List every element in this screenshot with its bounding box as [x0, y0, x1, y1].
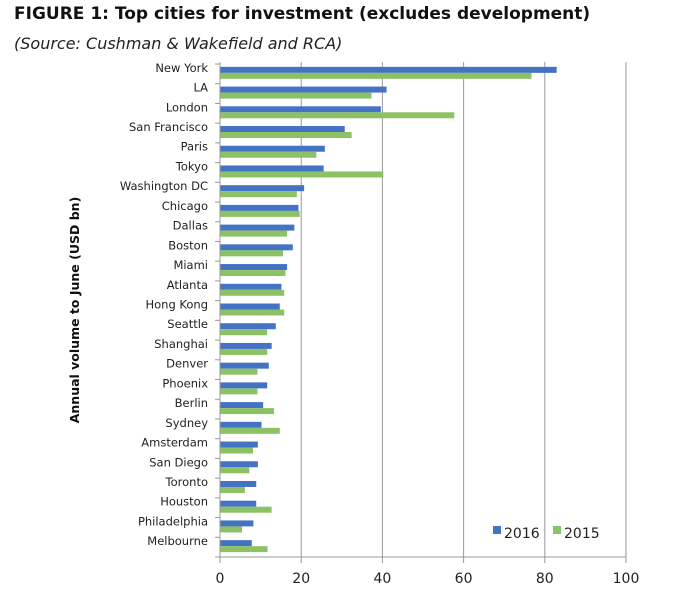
category-label: Miami	[173, 258, 208, 272]
bar-2015-san-francisco	[220, 132, 352, 139]
bar-2015-la	[220, 92, 372, 99]
bar-2015-chicago	[220, 210, 300, 217]
bar-2016-amsterdam	[220, 441, 258, 448]
chart-title: FIGURE 1: Top cities for investment (exc…	[14, 4, 591, 24]
bar-2016-boston	[220, 244, 293, 251]
legend-swatch-2016	[493, 526, 501, 534]
bar-2016-philadelphia	[220, 520, 254, 527]
category-label: London	[166, 100, 208, 114]
category-label: Dallas	[173, 219, 208, 233]
bar-2016-paris	[220, 145, 325, 152]
bar-2015-hong-kong	[220, 309, 285, 316]
bar-2015-washington-dc	[220, 191, 297, 198]
x-tick-label: 60	[455, 571, 473, 587]
bar-2015-boston	[220, 250, 284, 257]
bar-2016-atlanta	[220, 283, 282, 290]
bar-2015-philadelphia	[220, 526, 243, 533]
category-label: Boston	[168, 238, 208, 252]
bar-2015-houston	[220, 506, 272, 513]
bar-2016-toronto	[220, 480, 257, 487]
category-label: Shanghai	[154, 337, 208, 351]
category-label: Tokyo	[175, 159, 208, 173]
bar-2015-phoenix	[220, 388, 258, 395]
bar-2016-seattle	[220, 323, 276, 330]
bar-2016-miami	[220, 264, 288, 271]
legend-label: 2016	[504, 526, 540, 542]
bar-2015-atlanta	[220, 289, 285, 296]
x-tick-label: 100	[613, 571, 640, 587]
bar-2016-new-york	[220, 66, 557, 73]
bar-2016-hong-kong	[220, 303, 280, 310]
bar-2015-london	[220, 112, 455, 119]
bar-2016-london	[220, 106, 381, 113]
bar-2015-melbourne	[220, 546, 268, 553]
legend-swatch-2015	[553, 526, 561, 534]
bar-2016-denver	[220, 362, 269, 369]
bar-2016-chicago	[220, 204, 299, 211]
bar-2016-shanghai	[220, 342, 272, 349]
bar-2015-san-diego	[220, 467, 250, 474]
category-label: Chicago	[162, 199, 208, 213]
category-label: Denver	[166, 357, 208, 371]
bar-2015-shanghai	[220, 348, 268, 355]
legend-label: 2015	[564, 526, 600, 542]
bar-2016-tokyo	[220, 165, 324, 172]
bar-2016-dallas	[220, 224, 295, 231]
bar-2015-paris	[220, 151, 317, 158]
bar-2015-toronto	[220, 486, 245, 493]
chart-subtitle: (Source: Cushman & Wakefield and RCA)	[14, 34, 343, 53]
category-label: Amsterdam	[141, 436, 208, 450]
category-label: Philadelphia	[138, 514, 208, 528]
category-label: LA	[193, 81, 208, 95]
bar-2015-denver	[220, 368, 258, 375]
bar-2015-new-york	[220, 72, 532, 79]
category-label: Washington DC	[120, 179, 208, 193]
category-label: New York	[155, 61, 208, 75]
bar-2015-miami	[220, 270, 286, 277]
bar-2016-san-diego	[220, 461, 258, 468]
category-label: Hong Kong	[145, 298, 208, 312]
category-label: San Diego	[149, 455, 208, 469]
category-label: San Francisco	[129, 120, 208, 134]
bar-2015-dallas	[220, 230, 288, 237]
bar-2015-sydney	[220, 427, 280, 434]
x-tick-label: 80	[536, 571, 554, 587]
category-label: Atlanta	[167, 278, 208, 292]
bar-2015-seattle	[220, 329, 268, 336]
category-label: Phoenix	[162, 376, 208, 390]
bar-2016-san-francisco	[220, 126, 345, 133]
bar-2016-melbourne	[220, 540, 252, 547]
bar-2015-amsterdam	[220, 447, 253, 454]
y-axis-label: Annual volume to June (USD bn)	[67, 197, 82, 424]
bar-2016-sydney	[220, 421, 262, 428]
bar-2016-berlin	[220, 402, 264, 409]
x-tick-label: 40	[373, 571, 391, 587]
category-label: Toronto	[165, 475, 208, 489]
category-label: Houston	[160, 495, 208, 509]
bar-2016-la	[220, 86, 387, 93]
category-label: Berlin	[175, 396, 208, 410]
bar-2016-washington-dc	[220, 185, 305, 192]
bar-2016-phoenix	[220, 382, 268, 389]
bar-2016-houston	[220, 500, 257, 507]
x-tick-label: 0	[216, 571, 225, 587]
bar-2015-berlin	[220, 408, 275, 415]
category-label: Seattle	[167, 317, 208, 331]
category-label: Paris	[181, 140, 208, 154]
category-label: Melbourne	[147, 534, 208, 548]
bar-2015-tokyo	[220, 171, 384, 178]
x-tick-label: 20	[292, 571, 310, 587]
category-label: Sydney	[165, 416, 208, 430]
